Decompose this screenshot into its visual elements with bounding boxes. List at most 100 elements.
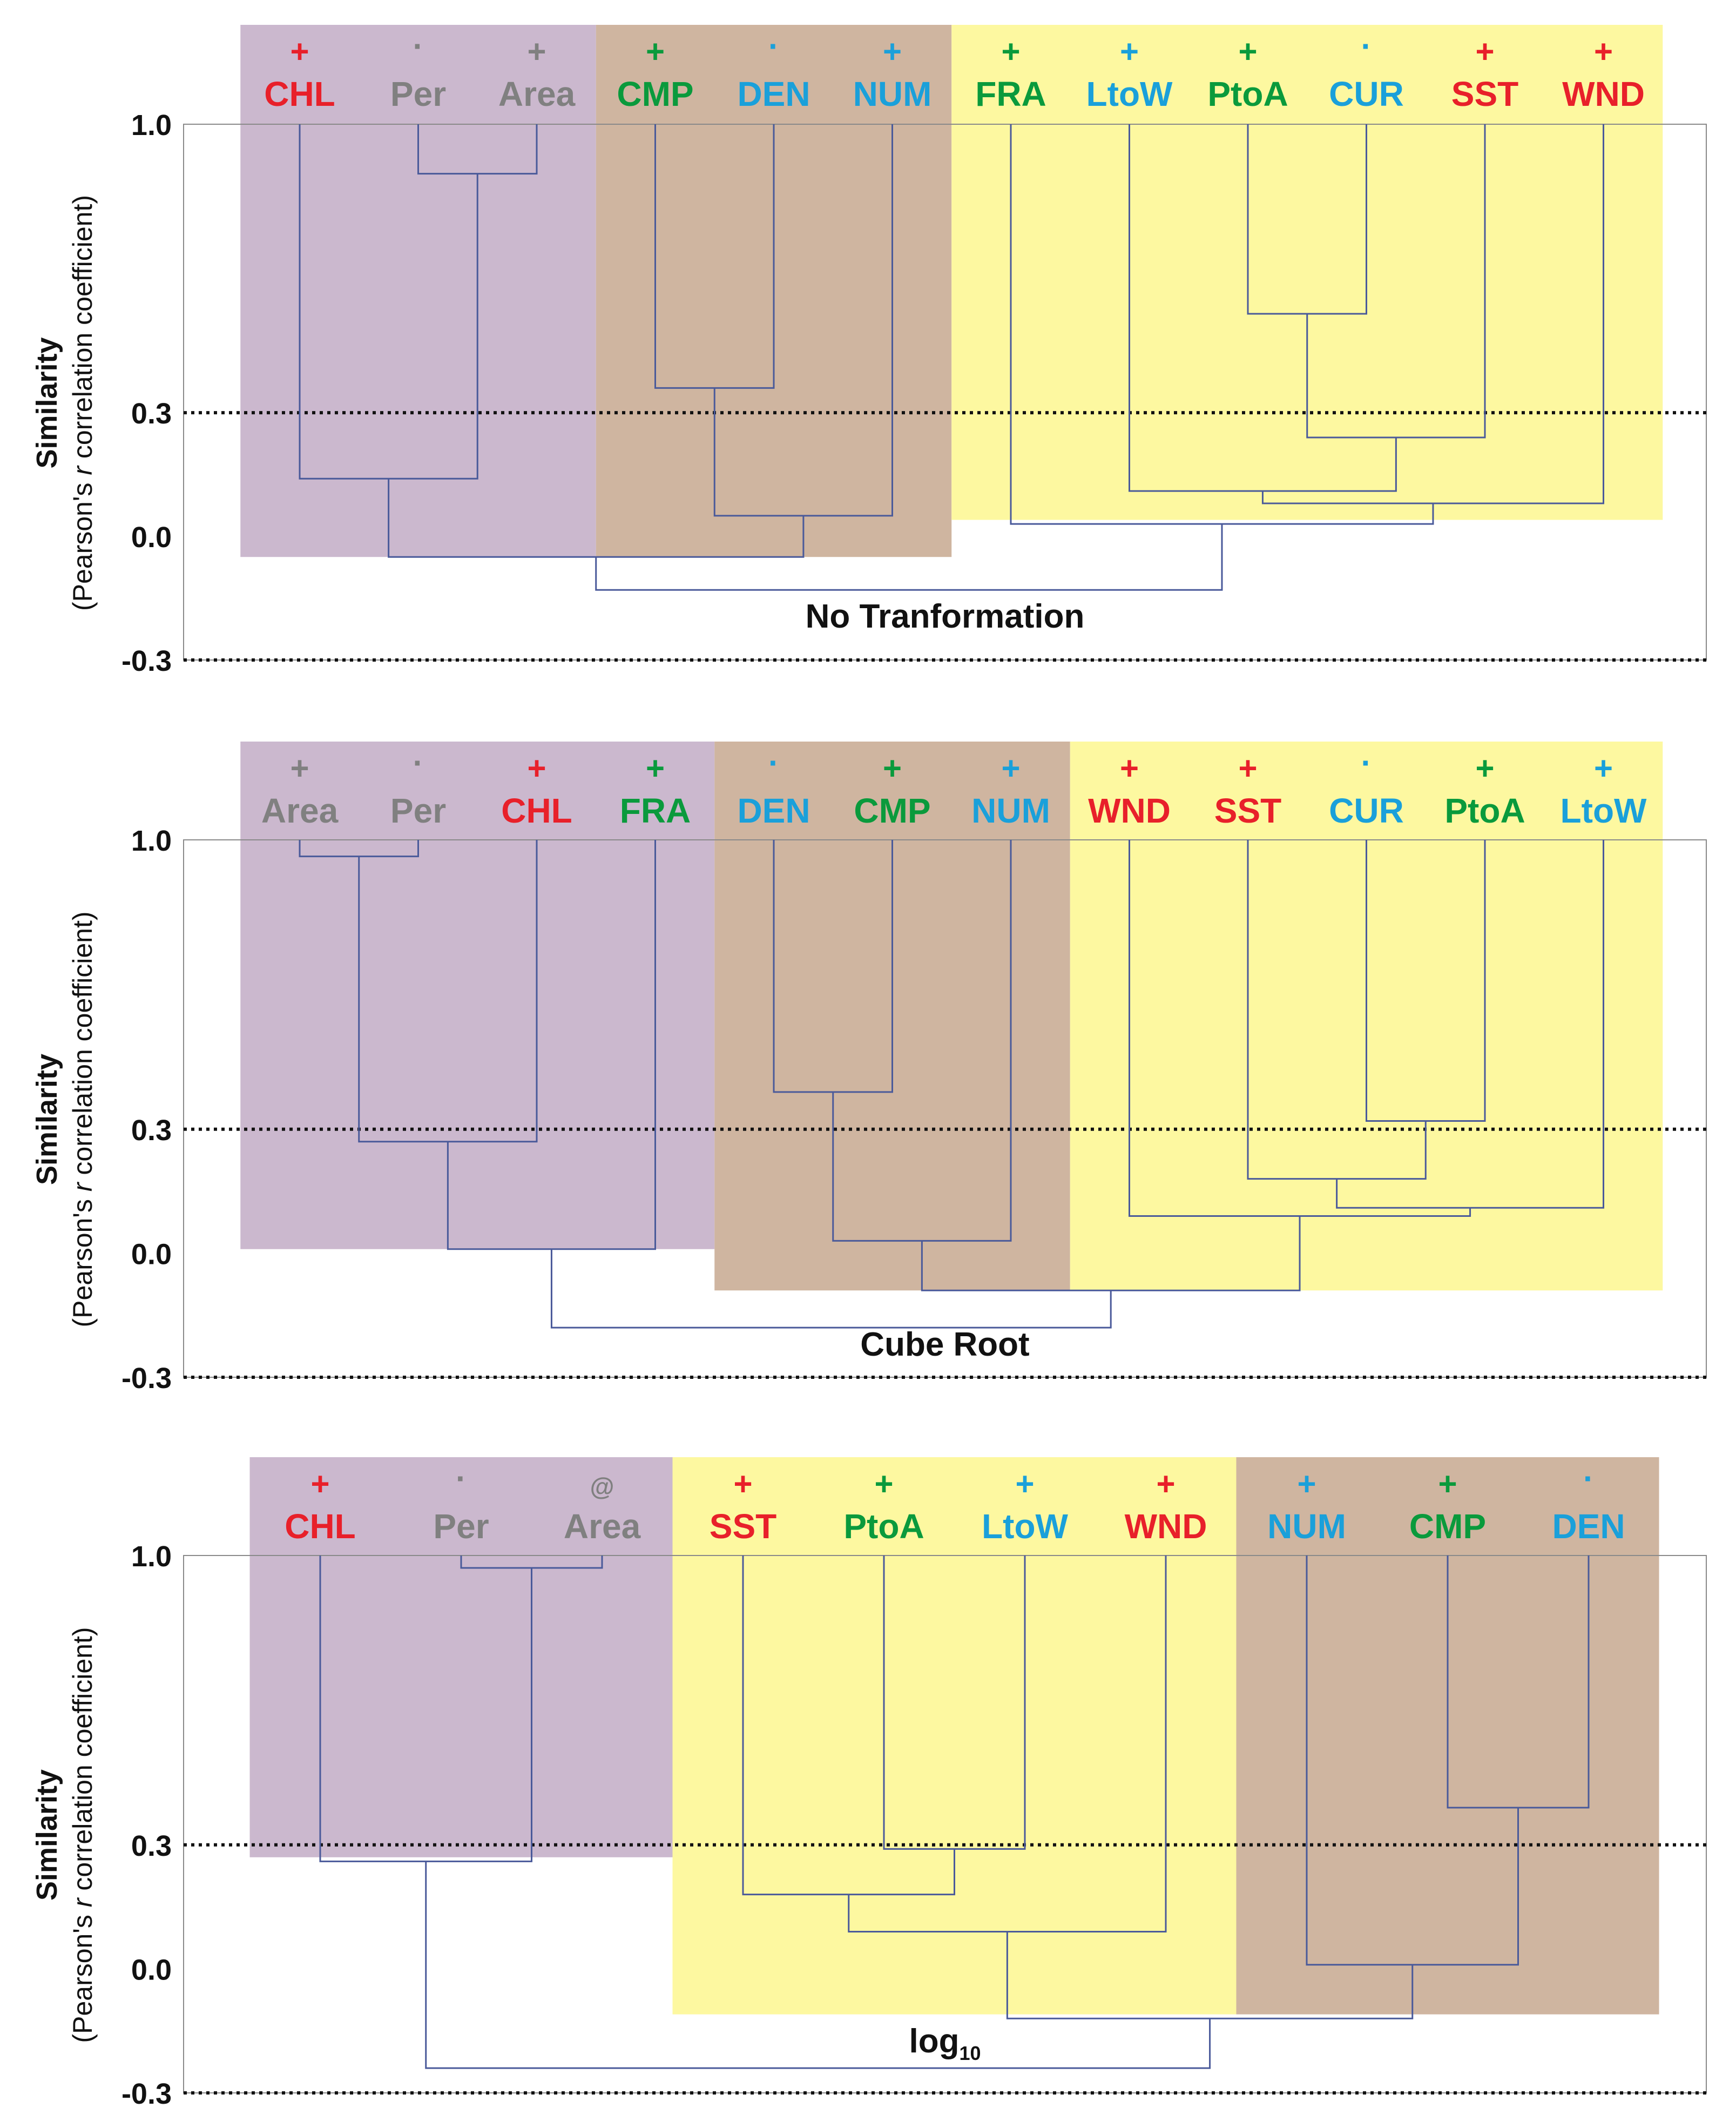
- dendrogram-link-5: [1247, 124, 1367, 315]
- dendrogram-link-6: [1366, 840, 1486, 1122]
- leaf-sign-wnd: +: [1594, 33, 1613, 70]
- dendrogram-link-11: [550, 1249, 1112, 1329]
- leaf-label-chl: CHL: [501, 791, 572, 830]
- dendrogram-link-7: [1129, 124, 1397, 492]
- y-tick-label: 0.0: [131, 1954, 172, 1986]
- leaf-sign-ptoa: +: [874, 1466, 893, 1502]
- y-tick-label: 0.0: [131, 1238, 172, 1270]
- y-tick-label: 0.0: [131, 521, 172, 554]
- panel-title: log10: [909, 2023, 981, 2064]
- cluster-band-3: [951, 25, 1663, 520]
- leaf-sign-chl: +: [290, 33, 309, 70]
- plot-frame: [183, 1555, 1707, 2093]
- y-tick-label: 1.0: [131, 109, 172, 142]
- leaf-label-area: Area: [564, 1507, 641, 1546]
- leaf-sign-sst: +: [733, 1466, 752, 1502]
- cluster-band-2: [672, 1457, 1237, 2015]
- leaf-label-cmp: CMP: [854, 791, 930, 830]
- leaf-label-per: Per: [390, 75, 446, 113]
- leaf-sign-num: +: [1001, 750, 1020, 786]
- leaf-sign-den: ·: [1583, 1460, 1594, 1497]
- leaf-sign-cur: ·: [1361, 28, 1372, 64]
- leaf-sign-ptoa: +: [1238, 33, 1257, 70]
- leaf-label-wnd: WND: [1125, 1507, 1207, 1546]
- panel-title: Cube Root: [860, 1326, 1029, 1363]
- y-axis-sublabel: (Pearson's r correlation coefficient): [67, 1627, 98, 2043]
- cluster-band-1: [240, 742, 715, 1249]
- dendrogram-link-11: [595, 524, 1223, 591]
- leaf-sign-den: ·: [768, 745, 779, 781]
- leaf-sign-ltow: +: [1594, 750, 1613, 786]
- leaf-sign-wnd: +: [1156, 1466, 1175, 1502]
- leaf-label-den: DEN: [737, 75, 810, 113]
- leaf-label-ltow: LtoW: [1561, 791, 1647, 830]
- leaf-sign-ltow: +: [1015, 1466, 1034, 1502]
- plot-frame: [183, 124, 1707, 661]
- dendrogram-link-3: [447, 840, 656, 1250]
- chart-panel-2: 1.0 0.3 0.0 -0.3 Similarity(Pearson's r corr…: [31, 742, 1707, 1395]
- y-axis-label: Similarity: [31, 1769, 63, 1901]
- y-tick-label: 0.3: [131, 1830, 172, 1862]
- dendrogram-link-5: [832, 840, 1012, 1242]
- dendrogram-link-8: [1336, 840, 1604, 1209]
- leaf-sign-fra: +: [646, 750, 665, 786]
- leaf-label-sst: SST: [1451, 75, 1518, 113]
- leaf-sign-area: @: [590, 1472, 614, 1500]
- chart-panel-1: 1.0 0.3 0.0 -0.3 Similarity(Pearson's r corr…: [31, 25, 1707, 677]
- y-axis-sublabel: (Pearson's r correlation coefficient): [67, 911, 98, 1327]
- panel-title: No Tranformation: [806, 598, 1085, 635]
- leaf-label-num: NUM: [971, 791, 1050, 830]
- leaf-label-den: DEN: [737, 791, 810, 830]
- y-tick-label: 1.0: [131, 1540, 172, 1573]
- dendrogram-link-1: [460, 1555, 603, 1569]
- leaf-label-ltow: LtoW: [1086, 75, 1173, 113]
- leaf-label-num: NUM: [1267, 1507, 1346, 1546]
- dendrogram-link-4: [773, 840, 893, 1093]
- leaf-sign-cmp: +: [646, 33, 665, 70]
- leaf-label-wnd: WND: [1562, 75, 1645, 113]
- y-axis-label: Similarity: [31, 1054, 63, 1185]
- leaf-label-ptoa: PtoA: [1207, 75, 1288, 113]
- y-axis-label: Similarity: [31, 337, 63, 468]
- leaf-sign-chl: +: [527, 750, 546, 786]
- dendrogram-link-2: [299, 124, 478, 480]
- leaf-sign-cur: ·: [1361, 745, 1372, 781]
- leaf-sign-wnd: +: [1120, 750, 1139, 786]
- leaf-label-chl: CHL: [285, 1507, 356, 1546]
- y-tick-label: 0.3: [131, 1114, 172, 1147]
- leaf-label-ltow: LtoW: [982, 1507, 1069, 1546]
- leaf-sign-ptoa: +: [1475, 750, 1494, 786]
- dendrogram-link-7: [1306, 1555, 1519, 1966]
- leaf-sign-chl: +: [310, 1466, 329, 1502]
- leaf-sign-per: ·: [413, 28, 424, 64]
- y-axis-sublabel: (Pearson's r correlation coefficient): [67, 195, 98, 611]
- dendrogram-link-3: [883, 1555, 1026, 1850]
- leaf-sign-num: +: [883, 33, 902, 70]
- dendrogram-link-10: [388, 479, 805, 558]
- leaf-label-ptoa: PtoA: [1444, 791, 1525, 830]
- leaf-label-cmp: CMP: [1409, 1507, 1486, 1546]
- leaf-label-sst: SST: [1214, 791, 1281, 830]
- leaf-label-den: DEN: [1552, 1507, 1625, 1546]
- leaf-sign-num: +: [1297, 1466, 1316, 1502]
- leaf-sign-fra: +: [1001, 33, 1020, 70]
- leaf-sign-ltow: +: [1120, 33, 1139, 70]
- dendrogram-link-6: [1447, 1555, 1590, 1809]
- dendrogram-link-6: [1306, 124, 1486, 439]
- leaf-sign-cmp: +: [883, 750, 902, 786]
- dendrogram-link-8: [1006, 1931, 1414, 2019]
- leaf-sign-den: ·: [768, 28, 779, 64]
- plot-frame: [183, 839, 1707, 1378]
- dendrogram-link-2: [358, 840, 538, 1143]
- leaf-label-chl: CHL: [264, 75, 335, 113]
- leaf-sign-per: ·: [456, 1460, 467, 1497]
- leaf-label-ptoa: PtoA: [843, 1507, 924, 1546]
- leaf-label-cur: CUR: [1329, 791, 1404, 830]
- leaf-label-num: NUM: [853, 75, 932, 113]
- y-tick-label: -0.3: [121, 1362, 172, 1395]
- y-tick-label: -0.3: [121, 2078, 172, 2110]
- leaf-label-per: Per: [390, 791, 446, 830]
- leaf-sign-area: +: [527, 33, 546, 70]
- leaf-label-area: Area: [261, 791, 339, 830]
